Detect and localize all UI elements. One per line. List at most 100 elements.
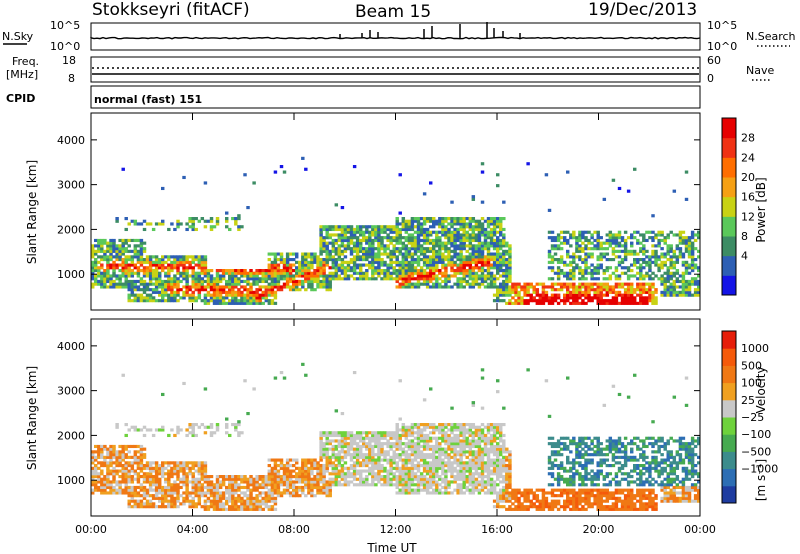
velocity-cell — [419, 436, 424, 440]
velocity-cell — [231, 499, 235, 503]
velocity-cell — [142, 472, 147, 476]
power-cell — [380, 236, 384, 240]
power-cell — [447, 285, 451, 289]
velocity-cell — [295, 485, 299, 490]
power-cell — [486, 285, 491, 289]
velocity-cell — [322, 477, 326, 481]
power-cell — [471, 236, 476, 240]
power-cell — [237, 227, 241, 232]
velocity-cell — [115, 488, 119, 492]
velocity-cell — [380, 466, 384, 470]
velocity-cell — [343, 453, 348, 457]
power-cell — [121, 238, 125, 243]
power-cell — [328, 258, 332, 262]
power-cell — [584, 260, 588, 264]
power-cell — [139, 255, 144, 259]
velocity-cell — [410, 461, 415, 465]
velocity-cell — [307, 469, 311, 473]
velocity-cell — [237, 507, 241, 511]
velocity-cell — [435, 472, 439, 476]
power-cell — [340, 236, 345, 240]
power-cell — [322, 241, 326, 245]
power-cell — [456, 219, 460, 223]
velocity-cell — [401, 431, 406, 435]
power-cell — [267, 288, 272, 292]
velocity-cell — [343, 444, 348, 449]
velocity-cell — [416, 447, 421, 451]
power-cell — [623, 247, 628, 251]
velocity-cell — [139, 502, 144, 506]
power-cell — [173, 285, 177, 289]
velocity-cell — [374, 472, 378, 476]
power-cell — [453, 236, 457, 240]
power-cell — [413, 266, 418, 270]
power-cell — [566, 296, 570, 300]
power-cell — [410, 277, 415, 281]
power-cell — [267, 258, 272, 262]
power-cell — [587, 230, 591, 234]
velocity-cell — [136, 428, 141, 432]
velocity-cell — [158, 505, 162, 509]
power-cell — [550, 266, 555, 270]
power-cell — [170, 269, 174, 273]
power-cell — [468, 247, 473, 251]
power-cell — [209, 269, 214, 273]
power-cell — [185, 282, 189, 286]
power-cell — [319, 225, 323, 229]
power-cell — [151, 269, 156, 273]
power-cell — [544, 290, 549, 294]
power-cell — [687, 266, 692, 270]
velocity-cell — [209, 488, 214, 492]
velocity-cell — [158, 499, 162, 503]
power-cell — [416, 269, 421, 273]
velocity-cell — [365, 475, 369, 479]
power-cell — [663, 271, 667, 275]
power-cell — [496, 219, 500, 223]
power-cell — [684, 269, 689, 273]
power-cell — [362, 258, 366, 262]
power-cell — [687, 288, 692, 292]
velocity-cell — [94, 472, 98, 476]
power-cell — [599, 236, 603, 240]
power-cell — [285, 263, 290, 267]
power-cell — [672, 274, 677, 278]
power-cell — [596, 271, 600, 275]
velocity-cell — [425, 466, 430, 470]
power-cell — [139, 260, 144, 264]
velocity-cell — [355, 472, 360, 476]
velocity-cell — [103, 483, 107, 487]
velocity-cell — [346, 469, 351, 473]
velocity-cell — [285, 483, 290, 487]
velocity-cell — [100, 450, 104, 454]
power-cell — [483, 269, 488, 273]
power-cell — [684, 285, 689, 289]
power-cell — [429, 260, 433, 264]
power-cell — [212, 277, 217, 281]
power-cell — [127, 269, 131, 273]
power-cell — [416, 236, 421, 240]
power-cell — [301, 258, 305, 262]
velocity-cell — [325, 464, 329, 468]
power-cell — [240, 271, 244, 275]
velocity-cell — [91, 477, 95, 481]
velocity-cell — [136, 472, 141, 476]
power-cell — [124, 277, 128, 281]
power-cell — [139, 269, 144, 273]
power-cell — [599, 258, 603, 262]
power-cell — [666, 244, 670, 248]
power-cell — [191, 299, 195, 303]
power-cell — [371, 225, 375, 229]
power-cell — [486, 277, 491, 281]
power-cell — [386, 266, 390, 270]
power-cell — [584, 288, 588, 292]
power-cell — [441, 244, 445, 248]
power-cell — [444, 241, 448, 245]
power-cell — [161, 269, 165, 273]
power-cell — [325, 263, 329, 267]
power-y-label: Slant Range [km] — [25, 160, 39, 264]
power-cell — [164, 255, 168, 259]
power-cell — [413, 241, 418, 245]
velocity-cell — [355, 455, 360, 459]
power-cell — [282, 266, 287, 270]
power-cell — [237, 269, 241, 273]
